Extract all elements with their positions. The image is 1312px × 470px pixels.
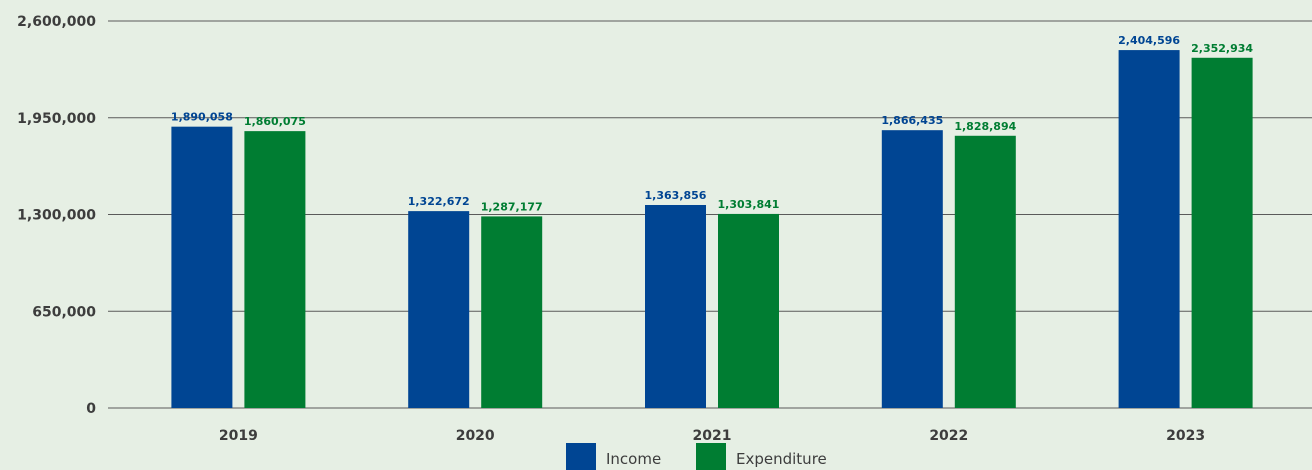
data-label-expenditure-2021: 1,303,841 <box>718 198 780 211</box>
bar-expenditure-2023 <box>1191 57 1253 409</box>
x-tick-label: 2021 <box>693 428 732 444</box>
x-tick-label: 2022 <box>929 428 968 444</box>
data-label-expenditure-2019: 1,860,075 <box>244 115 306 128</box>
data-label-expenditure-2022: 1,828,894 <box>954 120 1016 133</box>
bar-expenditure-2021 <box>718 213 779 408</box>
data-label-expenditure-2020: 1,287,177 <box>481 200 543 213</box>
legend-label-income: Income <box>606 450 661 468</box>
x-axis-tick-labels: 2019 2020 2021 2022 2023 <box>219 428 1205 444</box>
bar-income-2020 <box>408 211 470 408</box>
bars <box>171 50 1253 409</box>
y-tick-label: 650,000 <box>32 304 96 320</box>
data-label-expenditure-2023: 2,352,934 <box>1191 42 1253 55</box>
legend-swatch-expenditure <box>696 443 726 470</box>
legend-swatch-income <box>566 443 596 470</box>
data-label-income-2019: 1,890,058 <box>171 111 233 124</box>
data-labels: 1,890,058 1,860,075 1,322,672 1,287,177 1,36… <box>171 34 1253 213</box>
data-label-income-2022: 1,866,435 <box>881 114 943 127</box>
bar-income-2019 <box>171 126 233 409</box>
data-label-income-2023: 2,404,596 <box>1118 34 1180 47</box>
x-tick-label: 2023 <box>1166 428 1205 444</box>
data-label-income-2021: 1,363,856 <box>645 189 707 202</box>
bar-income-2022 <box>881 130 943 408</box>
x-tick-label: 2019 <box>219 428 258 444</box>
legend-label-expenditure: Expenditure <box>736 450 827 468</box>
bar-income-2021 <box>645 204 706 408</box>
y-tick-label: 2,600,000 <box>17 14 96 30</box>
x-tick-label: 2020 <box>456 428 495 444</box>
y-tick-label: 0 <box>86 401 96 417</box>
y-tick-label: 1,300,000 <box>17 208 96 224</box>
legend: Income Expenditure <box>566 443 827 470</box>
bar-income-2023 <box>1118 50 1180 408</box>
bar-expenditure-2020 <box>481 216 543 408</box>
bar-expenditure-2019 <box>244 131 306 408</box>
y-axis-tick-labels: 0 650,000 1,300,000 1,950,000 2,600,000 <box>17 14 96 417</box>
gridlines <box>108 20 1312 409</box>
y-tick-label: 1,950,000 <box>17 111 96 127</box>
data-label-income-2020: 1,322,672 <box>408 195 470 208</box>
bar-expenditure-2022 <box>954 135 1016 408</box>
